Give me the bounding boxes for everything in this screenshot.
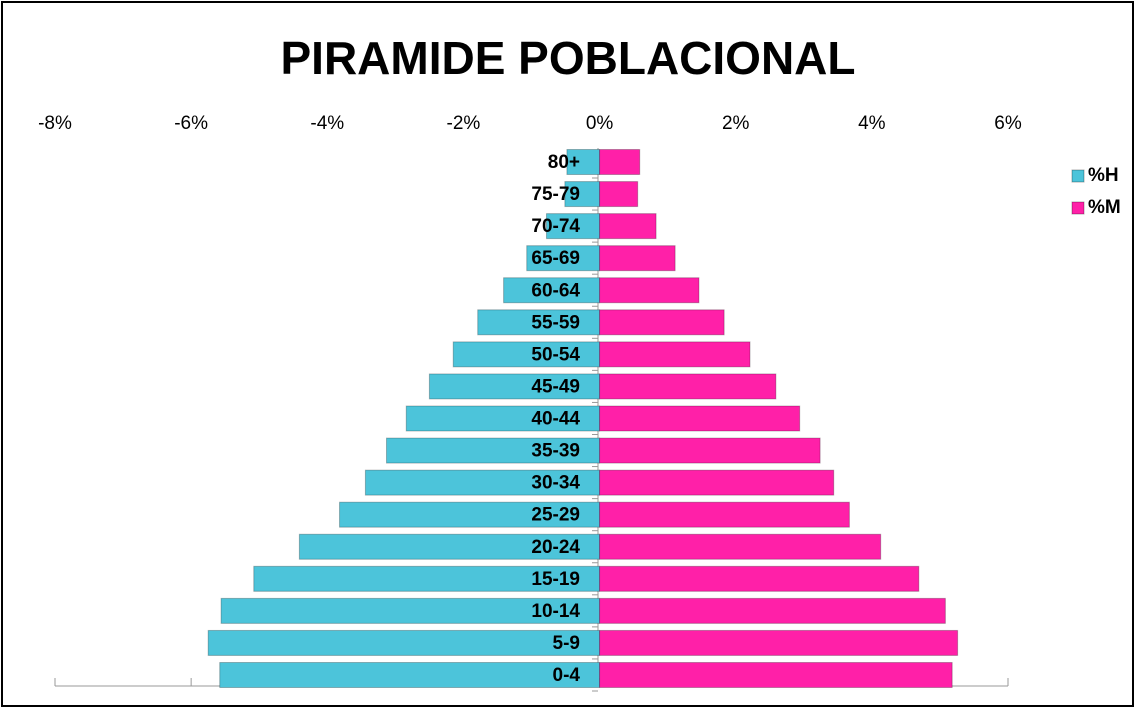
x-tick-label: -4% — [310, 113, 344, 134]
bar — [428, 373, 601, 400]
bar — [298, 533, 601, 560]
bar — [599, 597, 946, 624]
bar — [452, 341, 601, 368]
x-tick-label: -2% — [447, 113, 481, 134]
x-tick-label: 4% — [858, 113, 886, 134]
x-tick-label: 2% — [722, 113, 750, 134]
y-tick-label: 60-64 — [531, 280, 580, 301]
bar — [564, 181, 601, 208]
chart-title: PIRAMIDE POBLACIONAL — [281, 32, 856, 84]
y-tick-label: 35-39 — [531, 441, 580, 462]
y-tick-label: 80+ — [548, 152, 580, 173]
bar — [599, 662, 953, 688]
y-tick-label: 50-54 — [531, 344, 580, 365]
y-tick-label: 45-49 — [531, 376, 580, 397]
x-tick-label: 6% — [994, 113, 1022, 134]
y-tick-label: 70-74 — [531, 216, 580, 237]
y-tick-label: 55-59 — [531, 312, 580, 333]
y-tick-label: 20-24 — [531, 537, 580, 558]
bar — [477, 309, 601, 336]
y-tick-label: 30-34 — [531, 473, 580, 494]
bar — [599, 309, 725, 336]
y-tick-label: 40-44 — [531, 409, 580, 430]
bar — [386, 437, 601, 464]
bar — [599, 533, 882, 560]
legend-swatch — [1071, 169, 1085, 183]
x-tick-label: -6% — [174, 113, 208, 134]
bar — [599, 405, 801, 432]
bar — [405, 405, 601, 432]
bar — [599, 629, 959, 656]
bar — [599, 213, 657, 240]
bar — [599, 341, 751, 368]
y-tick-label: 10-14 — [531, 601, 580, 622]
bar — [207, 629, 601, 656]
bar — [364, 469, 601, 496]
bar — [253, 565, 601, 592]
y-tick-label: 75-79 — [531, 184, 580, 205]
y-tick-label: 15-19 — [531, 569, 580, 590]
bar — [599, 469, 835, 496]
bar — [220, 597, 601, 624]
legend-label: %M — [1088, 197, 1121, 218]
legend-label: %H — [1088, 165, 1119, 186]
bar — [599, 245, 676, 272]
y-tick-label: 65-69 — [531, 248, 580, 269]
bar — [339, 501, 601, 528]
x-tick-label: 0% — [586, 113, 614, 134]
y-tick-label: 5-9 — [553, 633, 580, 654]
bar — [599, 373, 777, 400]
y-tick-label: 25-29 — [531, 505, 580, 526]
bar — [503, 277, 601, 304]
bar — [526, 245, 601, 272]
bar — [599, 437, 821, 464]
y-tick-label: 0-4 — [553, 665, 581, 686]
bar — [599, 277, 700, 304]
bar — [599, 149, 641, 175]
bar — [545, 213, 601, 240]
bar — [599, 501, 850, 528]
bar — [599, 565, 920, 592]
legend-swatch — [1071, 201, 1085, 215]
bar — [566, 149, 601, 175]
bar — [219, 662, 601, 688]
bar — [599, 181, 639, 208]
x-tick-label: -8% — [38, 113, 72, 134]
